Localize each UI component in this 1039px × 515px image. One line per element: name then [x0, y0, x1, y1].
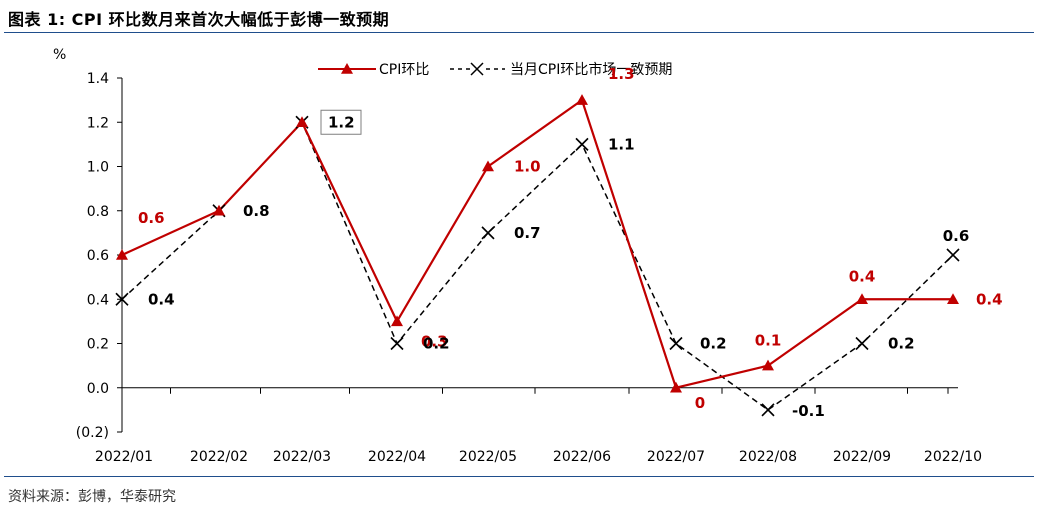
y-tick-label: 0.0: [87, 381, 109, 397]
consensus-point: [481, 226, 495, 240]
cpi-point: [213, 204, 225, 216]
consensus-data-label: -0.1: [792, 402, 825, 420]
x-tick-label: 2022/08: [739, 449, 797, 465]
cpi-data-label: 1.3: [608, 65, 635, 83]
cpi-point: [576, 94, 588, 105]
legend-consensus-label: 当月CPI环比市场一致预期: [510, 61, 672, 78]
x-tick-label: 2022/10: [924, 449, 982, 465]
x-tick-label: 2022/05: [459, 449, 517, 465]
cpi-data-label: 1.0: [514, 158, 541, 176]
cpi-point: [116, 249, 128, 260]
consensus-data-label: 1.2: [328, 113, 355, 131]
chart-plot-area: 0.6 0.3 1.0 1.3 0 0.1 0.4 0.4 0.4 0.8 1.2 0.2 0.7 1.1…: [115, 65, 1003, 420]
cpi-point: [670, 381, 682, 393]
chart-axes: 1.4 1.2 1.0 0.8 0.6 0.4 0.2 0.0 (0.2) 2022/01 2022…: [76, 71, 982, 465]
x-tick-label: 2022/01: [95, 449, 153, 465]
y-tick-label: 0.6: [87, 248, 109, 264]
y-tick-label: 0.4: [87, 292, 109, 308]
consensus-data-label: 0.2: [423, 335, 450, 353]
cpi-point: [391, 315, 403, 327]
consensus-data-label: 0.8: [243, 202, 270, 220]
cpi-data-label: 0.6: [138, 209, 165, 227]
consensus-point: [855, 336, 869, 351]
x-tick-label: 2022/04: [368, 449, 426, 465]
y-tick-label: 1.2: [87, 115, 109, 131]
consensus-data-label: 1.1: [608, 135, 635, 153]
y-tick-label: (0.2): [76, 425, 109, 441]
cpi-data-label: 0.4: [976, 290, 1003, 308]
x-tick-label: 2022/03: [273, 449, 331, 465]
legend-consensus-marker: [470, 62, 484, 76]
cpi-point: [482, 160, 494, 172]
cpi-data-label: 0.4: [849, 267, 876, 285]
x-tick-label: 2022/09: [833, 449, 891, 465]
cpi-point: [856, 293, 868, 305]
consensus-point: [669, 336, 683, 351]
cpi-point: [296, 116, 308, 128]
consensus-data-label: 0.7: [514, 224, 541, 242]
x-tick-label: 2022/06: [553, 449, 611, 465]
consensus-data-label: 0.2: [888, 335, 915, 353]
y-tick-label: 1.4: [87, 71, 109, 87]
cpi-point: [947, 293, 959, 305]
consensus-data-label: 0.6: [943, 227, 970, 245]
cpi-data-label: 0: [695, 394, 705, 412]
x-tick-label: 2022/02: [190, 449, 248, 465]
y-tick-label: 1.0: [87, 160, 109, 176]
cpi-point: [762, 359, 774, 371]
chart-legend: CPI环比 当月CPI环比市场一致预期: [318, 61, 672, 78]
legend-cpi-label: CPI环比: [379, 62, 429, 78]
footer-divider: [4, 476, 1034, 477]
consensus-point: [390, 336, 404, 351]
cpi-data-label: 0.3: [421, 332, 448, 350]
source-note: 资料来源：彭博，华泰研究: [8, 489, 176, 505]
cpi-data-label: 0.1: [755, 332, 782, 350]
consensus-point: [115, 292, 129, 306]
legend-cpi-marker: [341, 63, 353, 74]
y-tick-label: 0.2: [87, 337, 109, 353]
consensus-point: [575, 137, 589, 151]
title-divider: [4, 32, 1034, 33]
cpi-series-line: [121, 98, 953, 390]
consensus-data-label: 0.2: [700, 335, 727, 353]
consensus-point: [946, 248, 960, 262]
figure-title: 图表 1: CPI 环比数月来首次大幅低于彭博一致预期: [8, 10, 390, 29]
y-tick-label: 0.8: [87, 204, 109, 220]
highlight-label-box: [320, 109, 362, 135]
x-tick-label: 2022/07: [647, 449, 705, 465]
consensus-data-label: 0.4: [148, 290, 175, 308]
consensus-point: [761, 403, 775, 417]
y-axis-label: %: [53, 47, 66, 63]
